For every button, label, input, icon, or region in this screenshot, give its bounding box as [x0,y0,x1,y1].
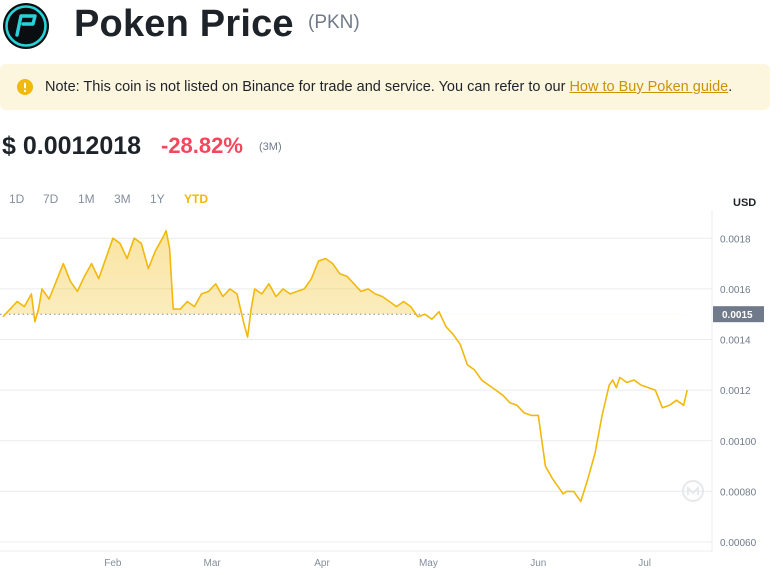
header: Poken Price (PKN) [0,0,783,50]
range-1y[interactable]: 1Y [150,192,165,206]
currency-label: USD [733,197,757,209]
notice-end: . [728,79,733,95]
x-tick-label: May [419,558,438,569]
price-chart[interactable]: 0.00060 0.00080 0.00100 0.0012 0.0014 0.0016 0… [0,210,783,575]
price-change: -28.82% [161,133,243,158]
x-axis: Feb Mar Apr May Jun Jul [104,558,651,569]
price-line [2,229,688,503]
warning-icon [17,79,33,95]
reference-tag: 0.0015 [713,306,764,323]
range-7d[interactable]: 7D [43,192,59,206]
notice-text: Note: This coin is not listed on Binance… [45,78,732,96]
change-period: (3M) [259,141,282,153]
y-tick-label: 0.0012 [720,386,751,397]
range-ytd[interactable]: YTD [184,192,208,206]
y-tick-label: 0.00060 [720,538,757,549]
range-1d[interactable]: 1D [9,192,25,206]
range-3m[interactable]: 3M [114,192,131,206]
page-title: Poken Price [74,3,294,45]
y-tick-label: 0.00080 [720,487,757,498]
notice-banner: Note: This coin is not listed on Binance… [0,64,770,110]
poken-logo-icon [3,3,49,49]
y-tick-label: 0.0016 [720,285,751,296]
y-axis: 0.00060 0.00080 0.00100 0.0012 0.0014 0.0016 0… [720,234,757,549]
y-tick-label: 0.00100 [720,437,757,448]
x-tick-label: Apr [314,558,330,569]
y-tick-label: 0.0018 [720,234,751,245]
y-tick-label: 0.0014 [720,336,751,347]
notice-body: Note: This coin is not listed on Binance… [45,79,570,95]
reference-label: 0.0015 [722,310,753,321]
price-area [5,230,441,315]
how-to-buy-link[interactable]: How to Buy Poken guide [569,79,729,95]
x-tick-label: Feb [104,558,122,569]
watermark-icon [682,480,704,502]
range-1m[interactable]: 1M [78,192,95,206]
x-tick-label: Mar [204,558,222,569]
coin-symbol: (PKN) [308,12,360,33]
current-price: $ 0.0012018 [2,132,142,160]
x-tick-label: Jun [530,558,546,569]
x-tick-label: Jul [638,558,651,569]
